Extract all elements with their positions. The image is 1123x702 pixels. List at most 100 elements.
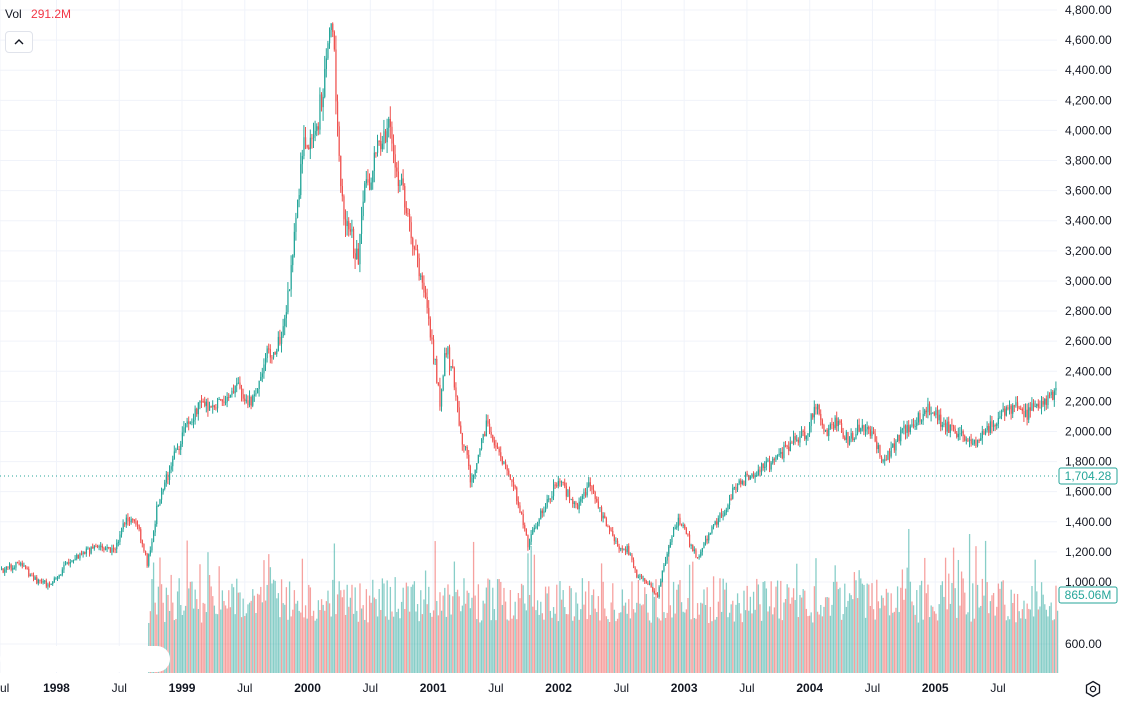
volume-bar [796, 563, 798, 673]
candle-body [941, 424, 943, 427]
volume-bar [813, 586, 816, 673]
candle-body [410, 222, 412, 239]
candle-body [583, 492, 585, 496]
volume-bar [1028, 608, 1030, 673]
candle-body [628, 546, 630, 555]
volume-bar [772, 614, 774, 673]
candle-body [177, 448, 179, 450]
chart-settings-button[interactable] [1082, 678, 1104, 700]
volume-bar [816, 611, 819, 673]
candle-body [455, 387, 457, 397]
candle-body [874, 433, 876, 442]
volume-bar [434, 541, 436, 673]
y-tick-label: 1,000.00 [1065, 575, 1112, 589]
candle-body [447, 347, 449, 355]
candle-body [386, 127, 388, 143]
candle-body [436, 359, 438, 383]
candle-body [218, 399, 220, 401]
candle-body [52, 581, 54, 585]
candle-body [865, 429, 867, 432]
x-tick-label: Jul [990, 681, 1005, 695]
volume-bar [447, 584, 449, 673]
volume-bar [880, 595, 883, 673]
candle-body [233, 390, 235, 394]
volume-bar [578, 619, 580, 673]
candle-body [777, 454, 779, 456]
time-axis[interactable]: ul 1998 Jul 1999 Jul 2000 Jul 2001 Jul 2002 Jul 200… [0, 681, 1006, 695]
volume-bar [810, 612, 812, 673]
candle-body [956, 433, 958, 438]
volume-bar [431, 616, 433, 673]
candle-body [74, 558, 76, 560]
volume-bar [808, 615, 811, 673]
candle-body [29, 575, 31, 577]
volume-bar [204, 603, 206, 673]
candle-body [47, 584, 49, 587]
volume-bar [300, 612, 302, 673]
volume-bar [477, 584, 480, 673]
volume-bar [383, 583, 385, 673]
candle-body [828, 428, 830, 437]
volume-bar [384, 616, 387, 673]
candle-body [437, 382, 439, 385]
volume-bar [922, 619, 924, 673]
candle-body [231, 390, 233, 395]
candle-body [68, 562, 70, 564]
collapse-legend-button[interactable] [5, 31, 33, 53]
candle-body [153, 532, 155, 542]
last-volume-box [1058, 586, 1118, 604]
volume-bar [373, 597, 376, 673]
candle-body [844, 437, 846, 440]
candle-body [165, 474, 167, 483]
volume-bar [298, 610, 300, 673]
volume-bar [344, 614, 347, 673]
volume-bar [879, 608, 881, 673]
candle-body [425, 292, 427, 297]
volume-bar [388, 619, 390, 673]
volume-bar [904, 588, 907, 673]
candle-body [457, 396, 459, 408]
candle-body [505, 462, 507, 466]
volume-bar [560, 599, 563, 673]
volume-bar [948, 573, 950, 673]
volume-bar [941, 581, 944, 673]
candle-body [493, 440, 495, 446]
candle-body [799, 436, 801, 443]
volume-bar [620, 612, 622, 673]
candle-body [375, 152, 377, 154]
candle-body [12, 567, 14, 570]
candle-body [193, 419, 195, 422]
x-tick-label: 1999 [169, 681, 196, 695]
candle-body [297, 199, 299, 218]
candle-body [170, 466, 172, 470]
volume-bar [770, 581, 772, 673]
volume-bar [980, 605, 982, 673]
candle-body [458, 407, 460, 426]
volume-bar [207, 552, 209, 673]
volume-bar [996, 606, 998, 673]
candle-body [250, 396, 252, 406]
candle-body [602, 515, 604, 519]
candle-body [141, 540, 143, 545]
candle-body [804, 431, 806, 440]
candle-body [162, 488, 164, 493]
volume-bar [474, 595, 476, 673]
candle-body [641, 575, 643, 579]
volume-bar [1015, 622, 1017, 673]
volume-bar [685, 609, 688, 673]
price-axis[interactable]: 4,800.00 4,600.00 4,400.00 4,200.00 4,000.00… [1065, 3, 1112, 651]
volume-bar [335, 614, 337, 673]
candle-body [388, 118, 390, 128]
volume-bar [535, 610, 537, 673]
candle-body [517, 501, 519, 506]
candle-body [289, 289, 291, 291]
volume-bar [184, 605, 187, 673]
volume-bar [170, 574, 172, 673]
volume-bar [264, 600, 267, 673]
volume-bar [176, 591, 179, 673]
candle-body [841, 423, 843, 433]
volume-bar [730, 604, 732, 673]
volume-bar [693, 618, 696, 673]
candle-body [81, 553, 83, 555]
